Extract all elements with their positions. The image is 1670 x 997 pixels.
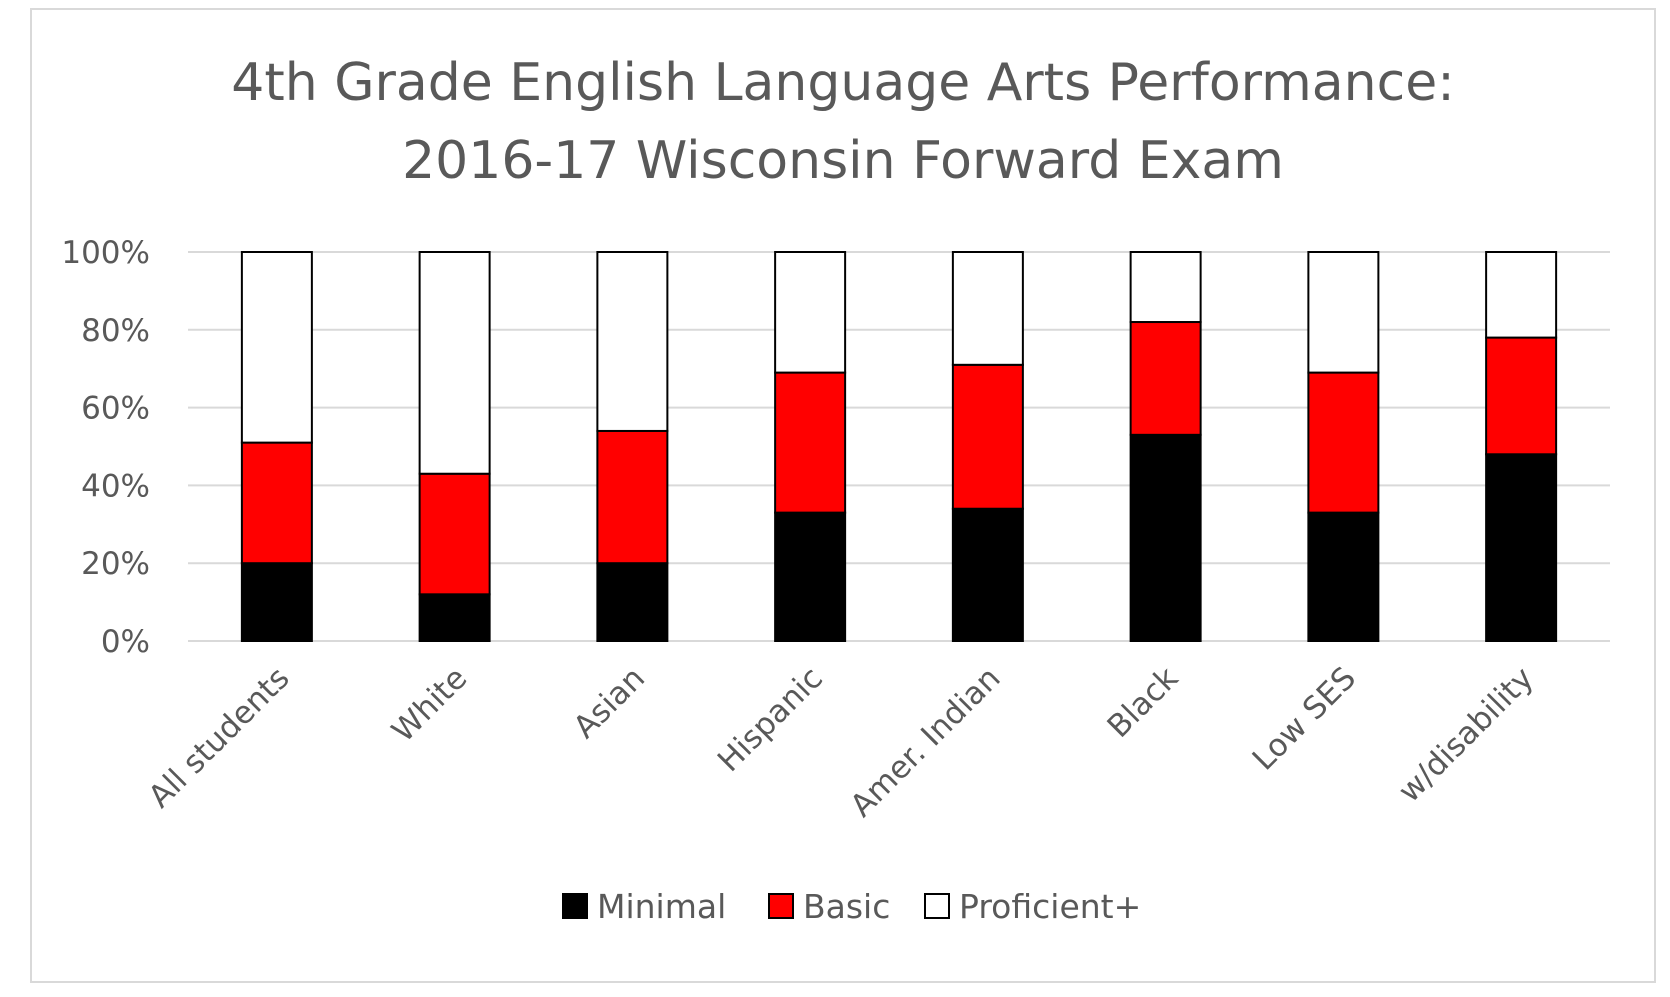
- bar-proficient--segment: [774, 251, 847, 374]
- chart-title-line-1: 4th Grade English Language Arts Performa…: [231, 53, 1454, 113]
- x-category-label: Asian: [567, 660, 652, 745]
- x-category-label: Black: [1101, 660, 1186, 745]
- legend: Minimal Basic Proficient+: [562, 887, 1141, 926]
- x-category-label: All students: [142, 660, 297, 815]
- bar-minimal-segment: [1307, 511, 1380, 642]
- y-tick-label: 20%: [81, 546, 150, 582]
- bar-proficient--segment: [951, 251, 1024, 366]
- x-category-label: w/disability: [1391, 660, 1540, 809]
- y-tick-label: 40%: [81, 468, 150, 504]
- bar-proficient--segment: [1485, 251, 1558, 339]
- bar-minimal-segment: [774, 511, 847, 642]
- bar-minimal-segment: [951, 507, 1024, 642]
- x-category-label: Low SES: [1246, 660, 1363, 777]
- legend-label: Basic: [803, 887, 890, 926]
- gridlines: [188, 251, 1610, 642]
- bar-minimal-segment: [1485, 453, 1558, 642]
- bar-proficient--segment: [596, 251, 669, 432]
- bar-proficient--segment: [1129, 251, 1202, 324]
- chart-title-line-2: 2016-17 Wisconsin Forward Exam: [402, 131, 1284, 191]
- legend-swatch: [562, 893, 588, 919]
- bar-basic-segment: [418, 472, 491, 596]
- bar-basic-segment: [240, 441, 313, 565]
- bar-proficient--segment: [240, 251, 313, 444]
- bar-basic-segment: [1485, 336, 1558, 456]
- legend-label: Proficient+: [959, 887, 1141, 926]
- bar-minimal-segment: [240, 562, 313, 643]
- legend-label: Minimal: [597, 887, 726, 926]
- x-category-label: White: [385, 660, 474, 749]
- bar-basic-segment: [596, 429, 669, 565]
- bar-proficient--segment: [418, 251, 491, 475]
- bar-minimal-segment: [1129, 433, 1202, 642]
- y-tick-label: 80%: [81, 313, 150, 349]
- x-axis-categories: All students White Asian Hispanic Amer. Indi…: [142, 660, 1541, 824]
- bar-minimal-segment: [596, 562, 669, 643]
- bar-basic-segment: [951, 363, 1024, 510]
- bars: [240, 251, 1558, 643]
- bar-proficient--segment: [1307, 251, 1380, 374]
- x-category-label: Hispanic: [711, 660, 830, 779]
- chart-title: 4th Grade English Language Arts Performa…: [231, 53, 1454, 191]
- bar-basic-segment: [774, 371, 847, 514]
- legend-swatch: [768, 893, 794, 919]
- bar-minimal-segment: [418, 593, 491, 643]
- y-tick-label: 60%: [81, 391, 150, 427]
- bar-basic-segment: [1307, 371, 1380, 514]
- y-tick-label: 0%: [101, 624, 150, 660]
- x-category-label: Amer. Indian: [844, 660, 1008, 824]
- y-axis-ticks: 0% 20% 40% 60% 80% 100%: [61, 235, 150, 660]
- legend-swatch: [924, 893, 950, 919]
- bar-basic-segment: [1129, 321, 1202, 436]
- y-tick-label: 100%: [61, 235, 150, 271]
